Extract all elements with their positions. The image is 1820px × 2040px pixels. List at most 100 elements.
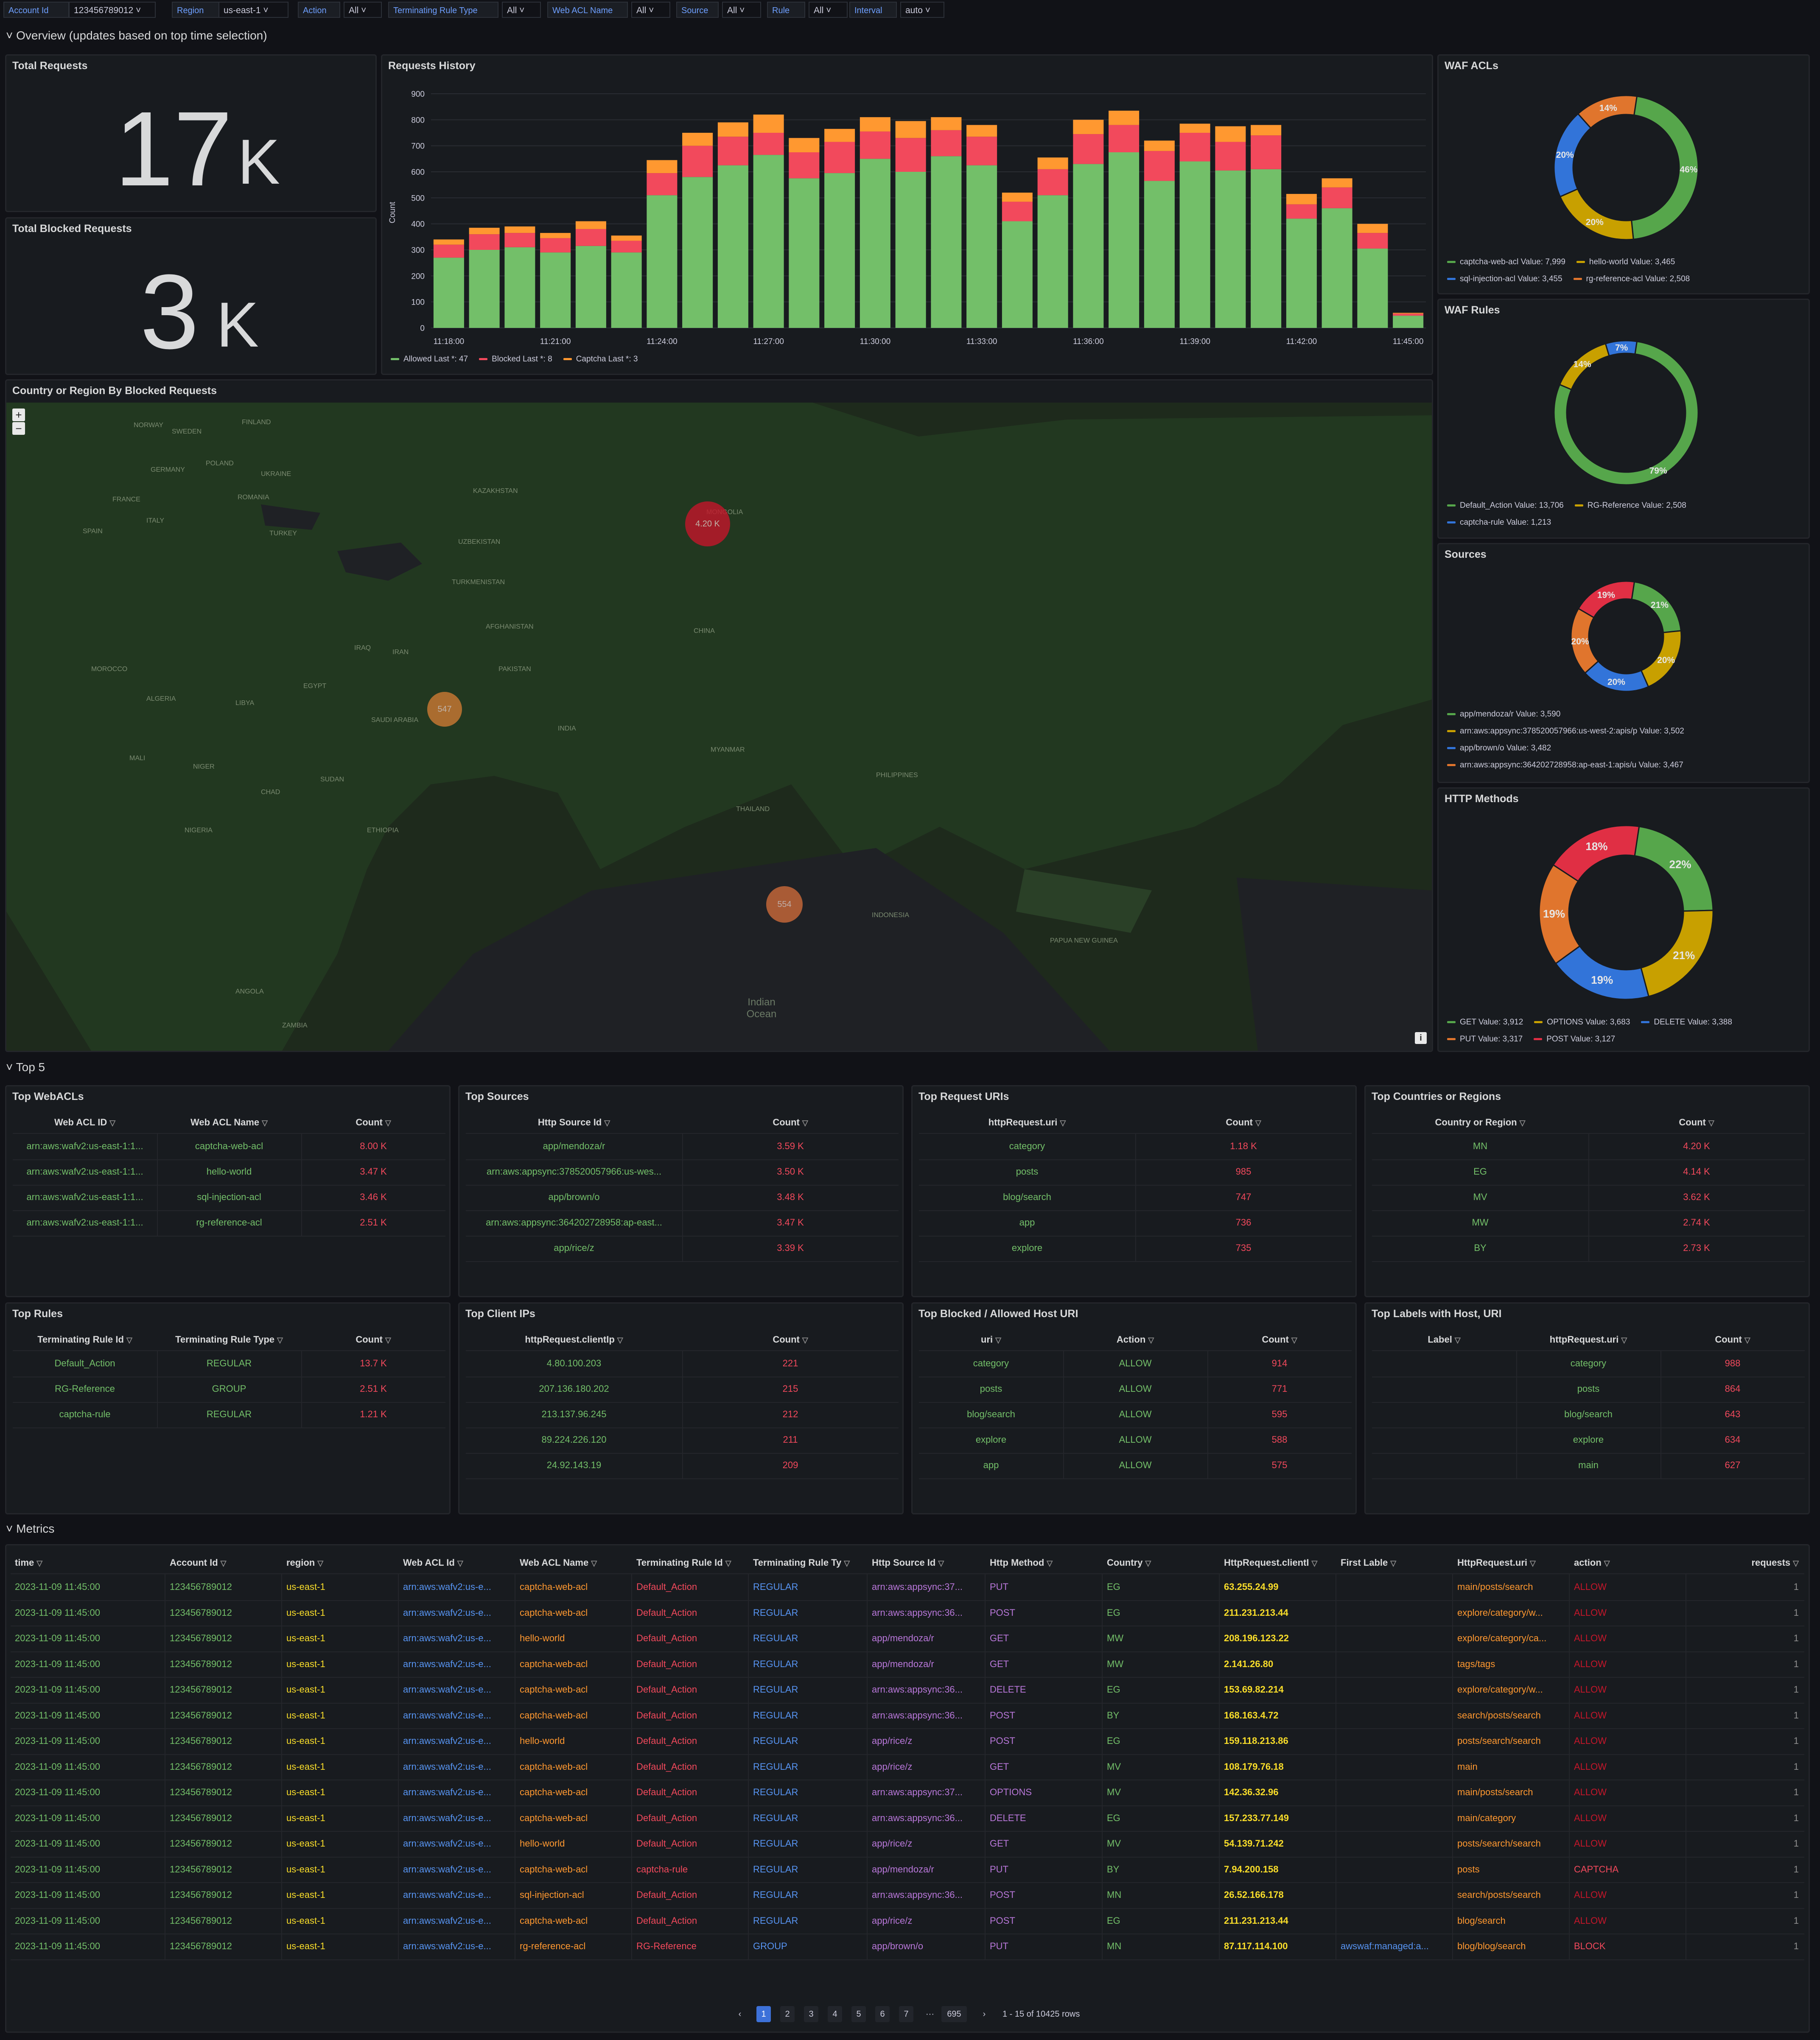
- map-marker[interactable]: 4.20 K: [685, 501, 730, 546]
- row-header-metrics[interactable]: ˅ Metrics: [6, 1522, 55, 1535]
- legend-item[interactable]: rg-reference-acl Value: 2,508: [1573, 274, 1690, 284]
- column-header[interactable]: Web ACL Name ▽: [520, 1557, 634, 1568]
- page-button[interactable]: 4: [828, 2006, 842, 2022]
- filter-icon[interactable]: ▽: [1311, 1559, 1318, 1567]
- column-header[interactable]: Terminating Rule Id ▽: [13, 1334, 157, 1345]
- table-row[interactable]: 2023-11-09 11:45:00 123456789012 us-east-1…: [6, 1754, 1809, 1780]
- column-header[interactable]: Country or Region ▽: [1372, 1117, 1588, 1128]
- variable-select[interactable]: All ˅: [809, 2, 848, 18]
- filter-icon[interactable]: ▽: [1744, 1336, 1750, 1344]
- zoom-in-button[interactable]: +: [12, 409, 25, 421]
- column-header[interactable]: Count ▽: [301, 1334, 445, 1345]
- legend-item[interactable]: captcha-rule Value: 1,213: [1447, 518, 1551, 527]
- column-header[interactable]: Count ▽: [1207, 1334, 1352, 1345]
- column-header[interactable]: Action ▽: [1063, 1334, 1207, 1345]
- table-row[interactable]: EG 4.14 K: [1372, 1159, 1805, 1185]
- column-header[interactable]: time ▽: [15, 1557, 168, 1568]
- filter-icon[interactable]: ▽: [36, 1559, 43, 1567]
- column-header[interactable]: uri ▽: [919, 1334, 1063, 1345]
- table-row[interactable]: app/brown/o 3.48 K: [466, 1185, 899, 1210]
- filter-icon[interactable]: ▽: [1454, 1336, 1461, 1344]
- filter-icon[interactable]: ▽: [844, 1559, 850, 1567]
- table-row[interactable]: 2023-11-09 11:45:00 123456789012 us-east-1…: [6, 1934, 1809, 1959]
- legend-item[interactable]: arn:aws:appsync:378520057966:us-west-2:a…: [1447, 727, 1684, 736]
- table-row[interactable]: posts ALLOW 771: [919, 1377, 1352, 1402]
- page-button[interactable]: 1: [756, 2006, 771, 2022]
- column-header[interactable]: httpRequest.uri ▽: [1516, 1334, 1660, 1345]
- filter-icon[interactable]: ▽: [725, 1559, 731, 1567]
- table-row[interactable]: explore ALLOW 588: [919, 1427, 1352, 1453]
- filter-icon[interactable]: ▽: [385, 1336, 391, 1344]
- legend-item[interactable]: sql-injection-acl Value: 3,455: [1447, 274, 1562, 284]
- column-header[interactable]: Http Source Id ▽: [466, 1117, 682, 1128]
- filter-icon[interactable]: ▽: [591, 1559, 597, 1567]
- filter-icon[interactable]: ▽: [220, 1559, 227, 1567]
- table-row[interactable]: arn:aws:appsync:364202728958:ap-east... 3…: [466, 1210, 899, 1236]
- table-row[interactable]: app ALLOW 575: [919, 1453, 1352, 1478]
- map-marker[interactable]: 554: [766, 886, 803, 923]
- table-row[interactable]: 2023-11-09 11:45:00 123456789012 us-east-1…: [6, 1908, 1809, 1934]
- map-canvas[interactable]: FINLAND NORWAY SWEDEN POLAND GERMANY FRANCE IT…: [6, 403, 1432, 1051]
- filter-icon[interactable]: ▽: [126, 1336, 132, 1344]
- column-header[interactable]: Country ▽: [1107, 1557, 1221, 1568]
- table-row[interactable]: Default_Action REGULAR 13.7 K: [13, 1351, 445, 1377]
- table-row[interactable]: 2023-11-09 11:45:00 123456789012 us-east-1…: [6, 1600, 1809, 1626]
- next-page-button[interactable]: ›: [983, 2009, 986, 2019]
- column-header[interactable]: Count ▽: [1660, 1334, 1805, 1345]
- legend-item[interactable]: RG-Reference Value: 2,508: [1574, 501, 1686, 510]
- table-row[interactable]: 207.136.180.202 215: [466, 1377, 899, 1402]
- table-row[interactable]: MW 2.74 K: [1372, 1210, 1805, 1236]
- table-row[interactable]: 2023-11-09 11:45:00 123456789012 us-east-1…: [6, 1651, 1809, 1677]
- row-header-top5[interactable]: ˅ Top 5: [6, 1061, 45, 1074]
- legend-item[interactable]: OPTIONS Value: 3,683: [1534, 1018, 1630, 1027]
- table-row[interactable]: category 1.18 K: [919, 1134, 1352, 1159]
- column-header[interactable]: Web ACL Name ▽: [157, 1117, 301, 1128]
- legend-item[interactable]: POST Value: 3,127: [1534, 1035, 1615, 1044]
- table-row[interactable]: 2023-11-09 11:45:00 123456789012 us-east-1…: [6, 1831, 1809, 1856]
- table-row[interactable]: app/rice/z 3.39 K: [466, 1236, 899, 1261]
- table-row[interactable]: 2023-11-09 11:45:00 123456789012 us-east-1…: [6, 1857, 1809, 1882]
- filter-icon[interactable]: ▽: [317, 1559, 324, 1567]
- page-button[interactable]: 695: [941, 2006, 967, 2022]
- legend-item[interactable]: DELETE Value: 3,388: [1641, 1018, 1732, 1027]
- filter-icon[interactable]: ▽: [1145, 1559, 1151, 1567]
- table-row[interactable]: 2023-11-09 11:45:00 123456789012 us-east-1…: [6, 1703, 1809, 1728]
- column-header[interactable]: Count ▽: [1588, 1117, 1805, 1128]
- legend-item[interactable]: captcha-web-acl Value: 7,999: [1447, 257, 1565, 267]
- column-header[interactable]: Terminating Rule Id ▽: [636, 1557, 751, 1568]
- column-header[interactable]: Web ACL Id ▽: [403, 1557, 518, 1568]
- table-row[interactable]: BY 2.73 K: [1372, 1236, 1805, 1261]
- table-row[interactable]: MN 4.20 K: [1372, 1134, 1805, 1159]
- variable-select[interactable]: 123456789012 ˅: [69, 2, 156, 18]
- variable-select[interactable]: All ˅: [502, 2, 541, 18]
- legend-item[interactable]: Default_Action Value: 13,706: [1447, 501, 1564, 510]
- table-row[interactable]: app/mendoza/r 3.59 K: [466, 1134, 899, 1159]
- legend-item[interactable]: hello-world Value: 3,465: [1576, 257, 1675, 267]
- legend-item[interactable]: app/brown/o Value: 3,482: [1447, 744, 1551, 753]
- table-row[interactable]: category ALLOW 914: [919, 1351, 1352, 1377]
- filter-icon[interactable]: ▽: [1255, 1119, 1261, 1127]
- filter-icon[interactable]: ▽: [1148, 1336, 1154, 1344]
- page-button[interactable]: 6: [875, 2006, 890, 2022]
- zoom-out-button[interactable]: −: [12, 422, 25, 435]
- table-row[interactable]: 2023-11-09 11:45:00 123456789012 us-east-1…: [6, 1728, 1809, 1754]
- filter-icon[interactable]: ▽: [262, 1119, 268, 1127]
- column-header[interactable]: httpRequest.uri ▽: [919, 1117, 1135, 1128]
- filter-icon[interactable]: ▽: [802, 1336, 808, 1344]
- legend-item[interactable]: Blocked Last *: 8: [479, 355, 552, 364]
- filter-icon[interactable]: ▽: [802, 1119, 808, 1127]
- legend-item[interactable]: PUT Value: 3,317: [1447, 1035, 1523, 1044]
- variable-select[interactable]: auto ˅: [900, 2, 944, 18]
- filter-icon[interactable]: ▽: [1390, 1559, 1397, 1567]
- filter-icon[interactable]: ▽: [938, 1559, 944, 1567]
- table-row[interactable]: arn:aws:wafv2:us-east-1:1... rg-reference…: [13, 1210, 445, 1236]
- filter-icon[interactable]: ▽: [604, 1119, 610, 1127]
- variable-select[interactable]: All ˅: [631, 2, 670, 18]
- legend-item[interactable]: arn:aws:appsync:364202728958:ap-east-1:a…: [1447, 761, 1683, 770]
- column-header[interactable]: HttpRequest.uri ▽: [1457, 1557, 1572, 1568]
- legend-item[interactable]: GET Value: 3,912: [1447, 1018, 1523, 1027]
- legend-item[interactable]: app/mendoza/r Value: 3,590: [1447, 710, 1560, 719]
- row-header-overview[interactable]: ˅ Overview (updates based on top time se…: [6, 29, 267, 42]
- table-row[interactable]: 89.224.226.120 211: [466, 1427, 899, 1453]
- filter-icon[interactable]: ▽: [1708, 1119, 1714, 1127]
